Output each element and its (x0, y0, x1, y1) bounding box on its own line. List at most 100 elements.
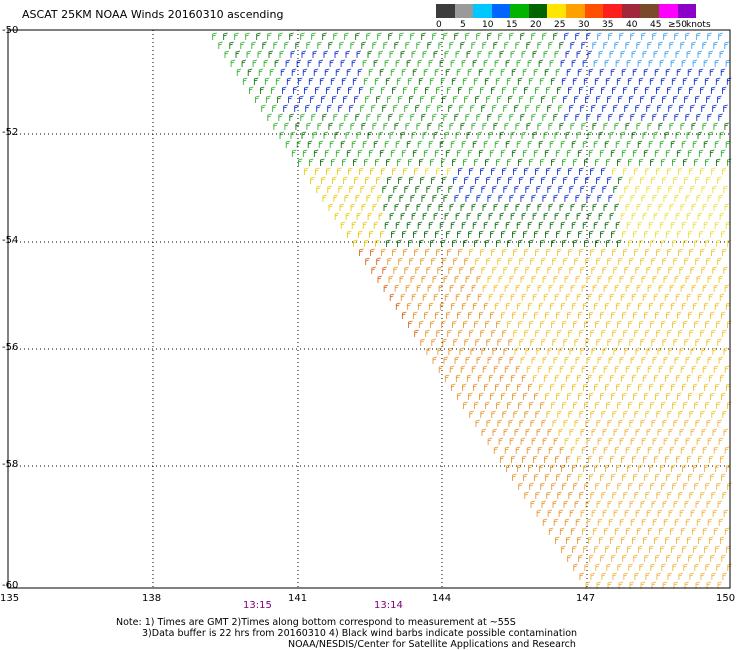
wind-barb (524, 86, 529, 94)
wind-barb (564, 275, 570, 283)
wind-barb (711, 410, 716, 418)
wind-barb (405, 203, 411, 211)
wind-barb (701, 185, 706, 193)
wind-barb (527, 140, 533, 148)
wind-barb (411, 293, 417, 301)
wind-barb (406, 59, 412, 67)
wind-barb (466, 212, 472, 220)
wind-barb (410, 113, 415, 121)
wind-barb (552, 257, 557, 265)
wind-barb (568, 410, 573, 418)
wind-barb (487, 275, 493, 283)
wind-barb (581, 284, 587, 292)
wind-barb (518, 482, 523, 490)
wind-barb (671, 545, 676, 553)
wind-barb (441, 239, 446, 247)
wind-barb (707, 194, 712, 202)
wind-barb (275, 77, 281, 85)
wind-barb (234, 32, 239, 40)
wind-barb (570, 122, 575, 130)
wind-barb (384, 140, 390, 148)
wind-barb (634, 248, 639, 256)
wind-barb (461, 59, 467, 67)
wind-barb (506, 464, 511, 472)
wind-barb (658, 284, 664, 292)
wind-barb (680, 41, 685, 49)
wind-barb (525, 185, 530, 193)
wind-barb (607, 500, 613, 508)
wind-barb (333, 113, 338, 121)
wind-barb (691, 122, 696, 130)
wind-barb (260, 86, 265, 94)
wind-barb (449, 365, 455, 373)
wind-barb (722, 491, 727, 499)
wind-barb (448, 104, 453, 112)
wind-barb (662, 500, 668, 508)
wind-barb (541, 500, 547, 508)
wind-barb (549, 302, 555, 310)
wind-barb (447, 167, 452, 175)
wind-barb (705, 563, 710, 571)
wind-barb (648, 140, 654, 148)
wind-barb (623, 86, 628, 94)
wind-barb (312, 131, 318, 139)
legend-swatch (528, 4, 548, 18)
legend-swatch (491, 4, 511, 18)
wind-barb (696, 437, 702, 445)
wind-barb (487, 32, 492, 40)
wind-barb (635, 266, 640, 274)
wind-barb (403, 248, 408, 256)
wind-barb (555, 455, 560, 463)
wind-barb (263, 59, 269, 67)
wind-barb (580, 509, 586, 517)
wind-barb (685, 518, 691, 526)
wind-barb (576, 374, 582, 382)
wind-barb (597, 518, 603, 526)
wind-barb (467, 68, 473, 76)
wind-barb (455, 131, 461, 139)
wind-barb (716, 158, 721, 166)
wind-barb (499, 293, 505, 301)
wind-barb (480, 410, 485, 418)
wind-barb (494, 302, 500, 310)
wind-barb (648, 302, 654, 310)
wind-barb (635, 104, 640, 112)
wind-barb (366, 32, 371, 40)
wind-barb (412, 68, 418, 76)
wind-barb (507, 158, 512, 166)
wind-barb (536, 104, 541, 112)
wind-barb (713, 41, 718, 49)
wind-barb (365, 257, 370, 265)
wind-barb (685, 275, 691, 283)
wind-barb (498, 275, 504, 283)
wind-barb (718, 32, 723, 40)
wind-barb (616, 464, 621, 472)
wind-barb (639, 482, 644, 490)
wind-barb (660, 545, 665, 553)
wind-barb (542, 113, 547, 121)
wind-barb (319, 77, 325, 85)
wind-barb (647, 203, 653, 211)
wind-barb (617, 563, 622, 571)
wind-barb (521, 131, 527, 139)
wind-barb (463, 320, 468, 328)
wind-barb (658, 122, 663, 130)
wind-barb (436, 248, 441, 256)
wind-barb (612, 329, 617, 337)
wind-barb (503, 104, 508, 112)
wind-barb (541, 176, 546, 184)
wind-barb (589, 311, 594, 319)
wind-barb (388, 113, 393, 121)
wind-barb (416, 41, 421, 49)
wind-barb (681, 302, 687, 310)
wind-barb (543, 293, 549, 301)
wind-barb (328, 122, 333, 130)
wind-barb (307, 140, 313, 148)
wind-barb (680, 203, 686, 211)
wind-barb (438, 203, 444, 211)
wind-barb (372, 203, 378, 211)
wind-barb (673, 257, 678, 265)
wind-barb (570, 41, 575, 49)
wind-barb (350, 203, 356, 211)
wind-barb (571, 302, 577, 310)
